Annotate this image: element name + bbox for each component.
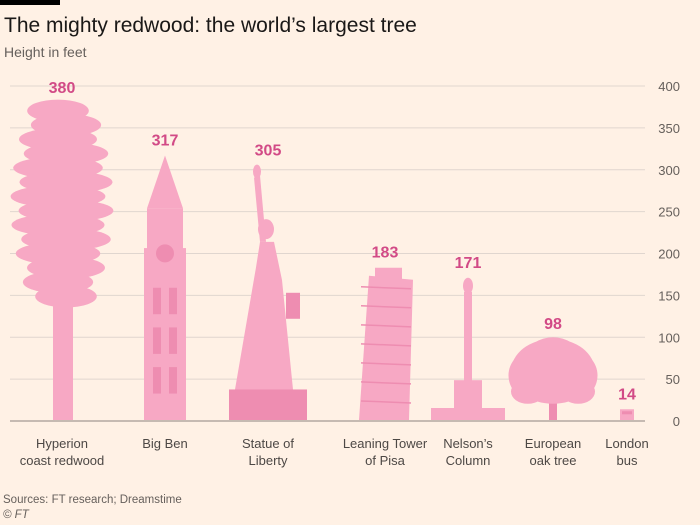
y-tick-label: 150 — [658, 288, 680, 303]
ft-top-bar — [0, 0, 60, 5]
value-label: 171 — [455, 255, 482, 272]
tier-line — [360, 305, 412, 309]
window — [153, 327, 161, 354]
tier-line — [360, 324, 412, 328]
y-tick-label: 200 — [658, 247, 680, 262]
shape-pisa — [359, 267, 413, 420]
tier-line — [360, 286, 412, 290]
category-label: London — [605, 436, 648, 451]
value-label: 317 — [152, 133, 179, 150]
window — [169, 287, 177, 315]
shape-clocktower — [144, 155, 186, 420]
shaft — [464, 291, 472, 395]
value-label: 14 — [618, 386, 636, 403]
shape-statue — [229, 164, 307, 420]
category-label: Nelson’s — [443, 436, 493, 451]
tower-body — [359, 275, 413, 420]
category-label: Liberty — [248, 453, 288, 468]
category-label: bus — [617, 453, 638, 468]
canopy — [561, 379, 595, 404]
belfry — [375, 267, 402, 280]
canopy — [511, 379, 545, 404]
bus-body — [620, 409, 634, 420]
category-label: oak tree — [530, 453, 577, 468]
foliage — [35, 285, 97, 308]
window — [153, 287, 161, 315]
canopy — [527, 337, 579, 373]
category-label: Leaning Tower — [343, 436, 428, 451]
window — [169, 367, 177, 394]
bus-window — [622, 411, 632, 415]
chart-subtitle: Height in feet — [4, 44, 87, 60]
base — [431, 408, 505, 420]
value-label: 305 — [255, 143, 282, 160]
category-label: Column — [446, 453, 491, 468]
ft-credit: © FT — [3, 509, 29, 521]
robe — [235, 241, 293, 390]
value-label: 380 — [49, 80, 76, 97]
y-tick-label: 250 — [658, 205, 680, 220]
torch-arm — [254, 175, 266, 242]
tablet — [286, 292, 300, 319]
y-tick-label: 100 — [658, 330, 680, 345]
shape-bus — [620, 409, 634, 420]
y-tick-label: 400 — [658, 79, 680, 94]
value-label: 183 — [372, 245, 399, 262]
shape-column — [431, 277, 505, 420]
tier-line — [360, 343, 412, 347]
category-label: of Pisa — [365, 453, 406, 468]
y-tick-label: 300 — [658, 163, 680, 178]
spire — [147, 155, 183, 209]
y-tick-label: 50 — [666, 372, 680, 387]
statue-top — [463, 277, 473, 294]
clock-face — [156, 244, 174, 263]
shape-redwood — [10, 99, 114, 420]
window — [169, 327, 177, 354]
category-label: Big Ben — [142, 436, 188, 451]
value-label: 98 — [544, 316, 562, 333]
tier-line — [360, 400, 412, 404]
source-note: Sources: FT research; Dreamstime — [3, 494, 182, 506]
category-label: European — [525, 436, 581, 451]
chart-title: The mighty redwood: the world’s largest … — [4, 14, 417, 37]
category-label: Statue of — [242, 436, 294, 451]
tier-line — [360, 362, 412, 366]
y-tick-label: 0 — [673, 414, 680, 429]
category-label: Hyperion — [36, 436, 88, 451]
window — [153, 367, 161, 394]
pedestal — [229, 389, 307, 420]
tier-line — [360, 381, 412, 385]
y-tick-label: 350 — [658, 121, 680, 136]
category-label: coast redwood — [20, 453, 105, 468]
torch-flame — [253, 164, 261, 179]
tower-body — [144, 248, 186, 420]
shape-oak — [508, 337, 598, 420]
